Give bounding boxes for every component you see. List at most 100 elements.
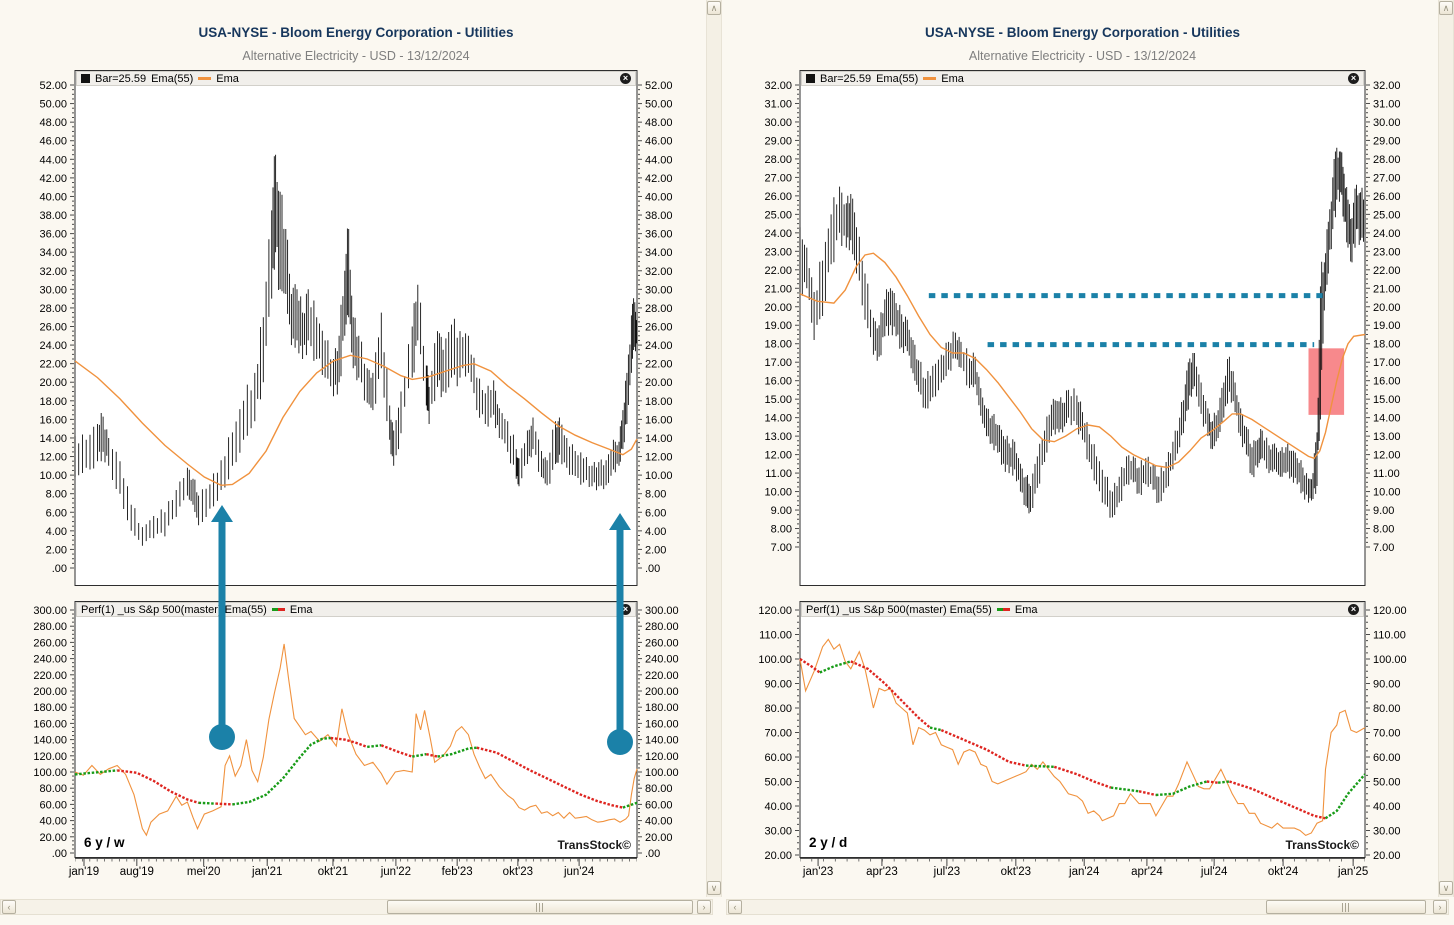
y-axis-label: 30.00 [764,826,792,838]
x-axis-label: feb'23 [441,866,473,878]
x-axis-label: jan'25 [1337,866,1369,878]
y-axis-label: 31.00 [1373,98,1401,110]
y-axis-label: .00 [645,563,660,575]
scrollbar-thumb[interactable] [1266,900,1426,914]
performance-line [74,643,638,837]
y-axis-label: 10.00 [764,487,792,499]
x-axis-label: apr'24 [1131,866,1163,878]
y-axis-label: 21.00 [1373,283,1401,295]
thumb-grip [1342,903,1350,912]
perf-ema-segment [929,726,942,732]
scroll-up-button[interactable]: ∧ [707,1,721,15]
y-axis-label: 17.00 [764,357,792,369]
vertical-scrollbar-left-panel[interactable]: ∧ ∨ [706,0,722,897]
ema-indicator-label: Ema(55) [151,72,194,85]
y-axis-label: 220.00 [33,670,67,682]
scroll-right-button[interactable]: › [697,900,711,914]
y-axis-label: 80.00 [645,783,673,795]
y-axis-label: 8.00 [1373,524,1394,536]
x-axis-label: jan'21 [252,866,283,878]
y-axis-label: 8.00 [771,524,792,536]
y-axis-label: 180.00 [645,702,679,714]
ema-series-label: Ema [216,72,239,85]
y-axis-label: 240.00 [33,654,67,666]
y-axis-label: 28.00 [645,303,673,315]
x-axis-label: jul'24 [1200,866,1228,878]
y-axis-label: 6.00 [645,507,666,519]
scroll-right-button[interactable]: › [1433,900,1447,914]
y-axis-label: 36.00 [645,229,673,241]
close-icon[interactable]: × [620,604,631,615]
y-axis-label: 34.00 [645,247,673,259]
y-axis-label: 12.00 [764,450,792,462]
bar-series-swatch [81,74,90,83]
y-axis-label: 10.00 [39,470,67,482]
y-axis-label: 4.00 [645,526,666,538]
y-axis-label: 16.00 [1373,376,1401,388]
perf-ema-segment [426,753,438,758]
vertical-scrollbar-right-panel[interactable]: ∧ ∨ [1438,0,1454,897]
performance-line [799,638,1366,837]
y-axis-label: 42.00 [645,173,673,185]
y-axis-label: 90.00 [764,679,792,691]
x-axis-label: jun'24 [563,866,595,878]
x-axis-label: jan'19 [68,866,100,878]
x-axis-label: jan'23 [802,866,834,878]
y-axis-label: 34.00 [39,247,67,259]
price-chart-legend: Bar=25.59 Ema(55) Ema × [801,71,1364,86]
y-axis-label: 30.00 [1373,826,1401,838]
y-axis-label: 300.00 [33,605,67,617]
price-chart-plot[interactable]: 52.00 52.00 50.00 50.00 48.00 48.00 46.00 46.00… [20,70,692,587]
perf-ema-segment [940,728,1027,767]
y-axis-label: 28.00 [1373,154,1401,166]
perf-ema-label: Ema [1014,603,1038,616]
horizontal-scrollbar-left-panel[interactable]: ‹ › [0,899,713,915]
y-axis-label: .00 [52,563,67,575]
y-axis-label: 26.00 [645,322,673,334]
scroll-up-button[interactable]: ∧ [1439,1,1453,15]
x-axis-label: apr'23 [866,866,898,878]
perf-ema-segment [1138,790,1157,797]
y-axis-label: 14.00 [645,433,673,445]
bar-series-swatch [806,74,815,83]
y-axis-label: 260.00 [33,637,67,649]
performance-chart-plot[interactable]: 120.00 120.00 110.00 110.00 100.00 100.00 90.0… [745,601,1420,859]
scroll-down-button[interactable]: ∨ [707,881,721,895]
price-chart-plot[interactable]: 32.00 32.00 31.00 31.00 30.00 30.00 29.00 29.00… [745,70,1420,587]
y-axis-label: 60.00 [39,799,67,811]
x-axis-label: aug'19 [119,866,154,878]
y-axis-label: 40.00 [39,816,67,828]
perf-indicator-label: Perf(1) _us S&p 500(master) Ema(55) [806,603,992,616]
y-axis-label: 23.00 [1373,246,1401,258]
y-axis-label: 20.00 [645,832,673,844]
y-axis-label: 28.00 [39,303,67,315]
close-icon[interactable]: × [620,73,631,84]
performance-chart-plot[interactable]: 300.00 300.00 280.00 280.00 260.00 260.00 240.… [20,601,692,859]
y-axis-label: 10.00 [645,470,673,482]
y-axis-label: 15.00 [764,394,792,406]
thumb-grip [536,903,544,912]
x-axis-label: jun'22 [380,866,412,878]
scroll-left-button[interactable]: ‹ [2,900,16,914]
scroll-down-button[interactable]: ∨ [1439,881,1453,895]
close-icon[interactable]: × [1348,604,1359,615]
x-axis-label: jan'24 [1069,866,1100,878]
y-axis-label: 7.00 [771,542,792,554]
perf-ema-swatch [996,608,1010,611]
scrollbar-thumb[interactable] [387,900,693,914]
y-axis-label: 100.00 [33,767,67,779]
scroll-left-button[interactable]: ‹ [728,900,742,914]
chart-panel-right: USA-NYSE - Bloom Energy Corporation - Ut… [724,0,1438,897]
y-axis-label: 26.00 [764,191,792,203]
horizontal-scrollbar-right-panel[interactable]: ‹ › [726,899,1449,915]
close-icon[interactable]: × [1348,73,1359,84]
y-axis-label: 20.00 [39,832,67,844]
timeframe-label: 2 y / d [809,835,848,850]
bar-value-label: Bar=25.59 [820,72,872,85]
y-axis-label: 110.00 [759,630,792,642]
y-axis-label: 140.00 [645,735,679,747]
y-axis-label: 8.00 [645,489,666,501]
y-axis-label: 60.00 [645,799,673,811]
y-axis-label: 40.00 [645,816,673,828]
perf-ema-segment [215,802,233,806]
